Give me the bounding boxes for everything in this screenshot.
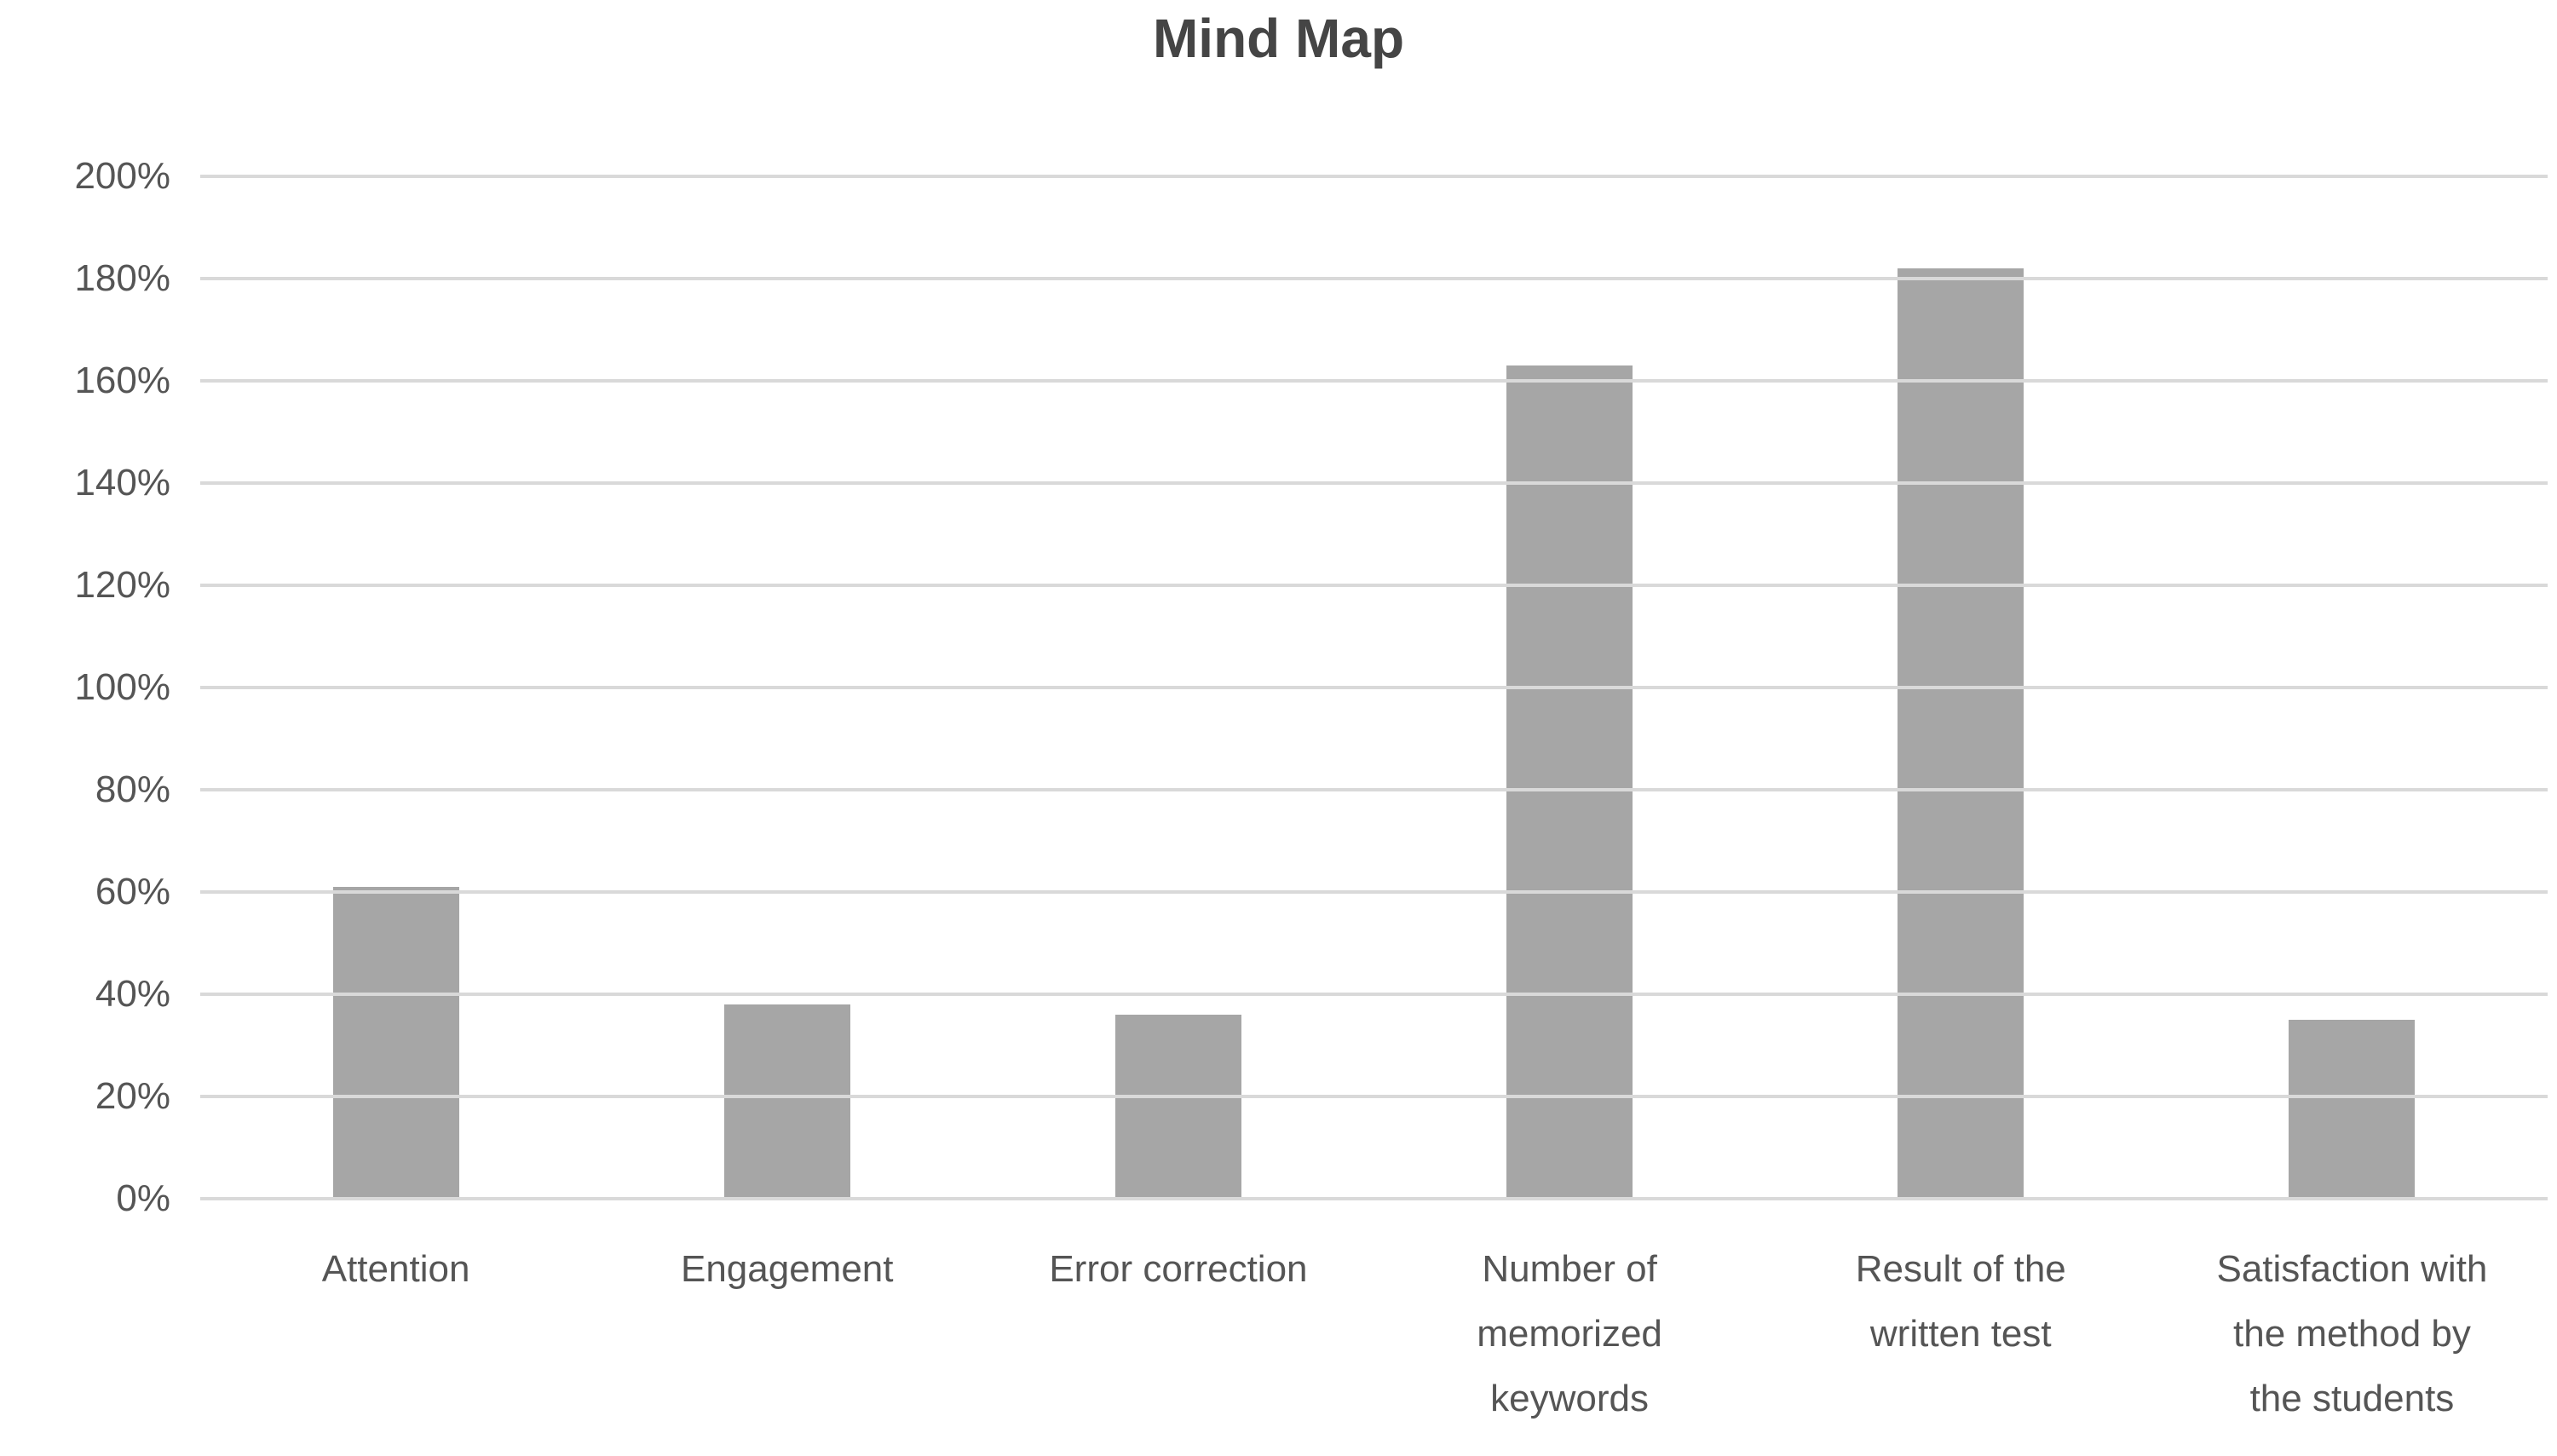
bar-slot [1765, 176, 2157, 1199]
bars-container [200, 176, 2548, 1199]
gridline [200, 379, 2548, 383]
bar-slot [2157, 176, 2548, 1199]
bar-slot [200, 176, 591, 1199]
x-tick-label: Attention [321, 1248, 470, 1290]
gridline [200, 686, 2548, 689]
bar-5 [1898, 268, 2024, 1199]
x-tick-label: Result of the written test [1855, 1248, 2066, 1355]
chart-title: Mind Map [1152, 8, 1405, 69]
y-tick-label: 160% [74, 360, 170, 401]
bar-slot [591, 176, 982, 1199]
y-tick-label: 140% [74, 462, 170, 504]
bar-slot [982, 176, 1374, 1199]
bar-1 [332, 887, 459, 1199]
bar-3 [1114, 1015, 1241, 1199]
x-axis: Attention Engagement Error correction Numbe… [200, 1237, 2548, 1431]
bar-slot [1374, 176, 1765, 1199]
gridline [200, 788, 2548, 791]
y-tick-label: 60% [95, 871, 170, 912]
gridline [200, 277, 2548, 280]
y-tick-label: 100% [74, 666, 170, 708]
gridline [200, 481, 2548, 485]
y-tick-label: 40% [95, 973, 170, 1015]
bar-6 [2289, 1020, 2416, 1199]
bar-4 [1506, 365, 1633, 1199]
y-tick-label: 120% [74, 564, 170, 606]
y-axis: 200% 180% 160% 140% 120% 100% 80% 60% 40% 20% 0% [0, 155, 170, 1219]
y-tick-label: 20% [95, 1075, 170, 1117]
y-tick-label: 180% [74, 257, 170, 299]
x-tick-label: Engagement [680, 1248, 894, 1290]
plot-area [200, 175, 2548, 1200]
gridline [200, 993, 2548, 996]
x-tick-label: Error correction [1049, 1248, 1308, 1290]
gridline [200, 1095, 2548, 1098]
gridline [200, 175, 2548, 178]
gridline [200, 584, 2548, 587]
x-tick-label: Satisfaction with the method by the stud… [2216, 1248, 2488, 1419]
gridline [200, 890, 2548, 894]
y-tick-label: 80% [95, 768, 170, 810]
y-tick-label: 0% [116, 1177, 170, 1219]
bar-2 [723, 1004, 850, 1199]
y-tick-label: 200% [74, 155, 170, 197]
x-axis-baseline [200, 1197, 2548, 1200]
x-tick-label: Number of memorized keywords [1477, 1248, 1662, 1419]
